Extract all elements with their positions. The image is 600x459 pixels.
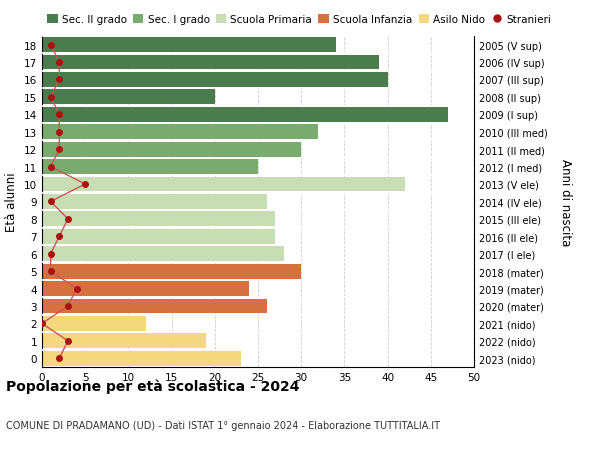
Bar [42, 334, 206, 348]
Bar [42, 56, 379, 70]
Bar [42, 107, 448, 123]
Bar [42, 195, 266, 209]
Text: Popolazione per età scolastica - 2024: Popolazione per età scolastica - 2024 [6, 379, 299, 393]
Bar [42, 38, 336, 53]
Bar [42, 247, 284, 262]
Y-axis label: Anni di nascita: Anni di nascita [559, 158, 572, 246]
Bar [42, 73, 388, 88]
Bar [42, 281, 250, 297]
Bar [42, 125, 319, 140]
Bar [42, 316, 146, 331]
Bar [42, 177, 405, 192]
Bar [42, 90, 215, 105]
Legend: Sec. II grado, Sec. I grado, Scuola Primaria, Scuola Infanzia, Asilo Nido, Stran: Sec. II grado, Sec. I grado, Scuola Prim… [47, 15, 551, 25]
Bar [42, 142, 301, 157]
Text: COMUNE DI PRADAMANO (UD) - Dati ISTAT 1° gennaio 2024 - Elaborazione TUTTITALIA.: COMUNE DI PRADAMANO (UD) - Dati ISTAT 1°… [6, 420, 440, 430]
Y-axis label: Età alunni: Età alunni [5, 172, 19, 232]
Bar [42, 351, 241, 366]
Bar [42, 160, 258, 174]
Bar [42, 264, 301, 279]
Bar [42, 299, 266, 313]
Bar [42, 230, 275, 244]
Bar [42, 212, 275, 227]
